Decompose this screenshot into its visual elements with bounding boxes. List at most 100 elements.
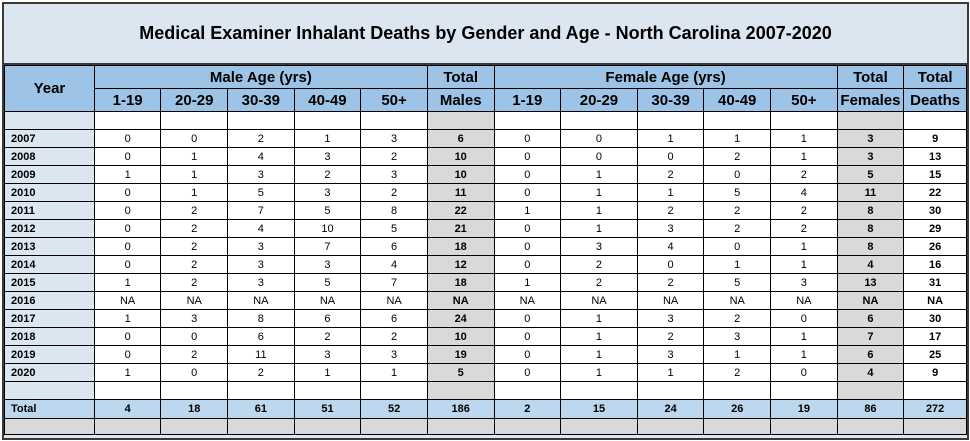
male-value-cell: 7 bbox=[293, 237, 362, 256]
female-value-cell: 1 bbox=[703, 129, 772, 148]
total-females-cell: 11 bbox=[836, 183, 905, 202]
deaths-table: Year Male Age (yrs) Total Female Age (yr… bbox=[4, 65, 967, 435]
female-value-cell: 1 bbox=[770, 327, 838, 346]
total-males-cell: 6 bbox=[426, 129, 495, 148]
total-males-cell: NA bbox=[426, 291, 495, 310]
female-value-cell: 0 bbox=[636, 147, 705, 166]
total-females-cell: 4 bbox=[836, 255, 905, 274]
table-row: 2018 0 0 6 2 2 10 0 1 2 3 1 7 17 bbox=[4, 327, 967, 346]
male-age-col: 50+ bbox=[360, 88, 428, 112]
female-value-cell: 2 bbox=[703, 219, 772, 238]
female-total-cell: 15 bbox=[560, 399, 638, 419]
total-females-cell: 6 bbox=[836, 345, 905, 364]
total-deaths-header-line2: Deaths bbox=[903, 88, 967, 112]
male-value-cell: NA bbox=[360, 291, 428, 310]
male-value-cell: 0 bbox=[93, 327, 162, 346]
total-females-cell: 6 bbox=[836, 309, 905, 328]
female-value-cell: 2 bbox=[636, 273, 705, 292]
total-deaths-cell: 26 bbox=[903, 237, 967, 256]
female-value-cell: 0 bbox=[703, 237, 772, 256]
female-value-cell: 1 bbox=[770, 237, 838, 256]
table-row: 2011 0 2 7 5 8 22 1 1 2 2 2 8 30 bbox=[4, 201, 967, 220]
total-males-cell: 11 bbox=[426, 183, 495, 202]
male-value-cell: 11 bbox=[227, 345, 295, 364]
spacer-row bbox=[4, 111, 967, 130]
total-males-cell: 12 bbox=[426, 255, 495, 274]
male-value-cell: 3 bbox=[227, 165, 295, 184]
female-value-cell: 0 bbox=[493, 345, 562, 364]
male-value-cell: 2 bbox=[160, 273, 229, 292]
year-cell: 2016 bbox=[4, 291, 95, 310]
female-value-cell: 1 bbox=[703, 345, 772, 364]
male-age-col: 20-29 bbox=[160, 88, 229, 112]
footer-cell bbox=[903, 418, 967, 435]
male-value-cell: 3 bbox=[227, 237, 295, 256]
total-deaths-cell: 15 bbox=[903, 165, 967, 184]
table-row: 2015 1 2 3 5 7 18 1 2 2 5 3 13 31 bbox=[4, 273, 967, 292]
male-total-cell: 61 bbox=[227, 399, 295, 419]
male-value-cell: 0 bbox=[93, 147, 162, 166]
male-value-cell: 6 bbox=[293, 309, 362, 328]
spacer-cell bbox=[227, 381, 295, 400]
female-value-cell: 1 bbox=[493, 273, 562, 292]
male-value-cell: 2 bbox=[360, 183, 428, 202]
male-value-cell: 10 bbox=[293, 219, 362, 238]
female-value-cell: 2 bbox=[703, 201, 772, 220]
male-value-cell: 1 bbox=[360, 363, 428, 382]
total-males-cell: 5 bbox=[426, 363, 495, 382]
year-cell: 2014 bbox=[4, 255, 95, 274]
female-value-cell: 1 bbox=[493, 201, 562, 220]
female-value-cell: 2 bbox=[636, 165, 705, 184]
male-age-col: 30-39 bbox=[227, 88, 295, 112]
total-males-cell: 21 bbox=[426, 219, 495, 238]
female-value-cell: 0 bbox=[493, 237, 562, 256]
year-cell: 2013 bbox=[4, 237, 95, 256]
spacer-row bbox=[4, 381, 967, 400]
year-cell: 2009 bbox=[4, 165, 95, 184]
footer-cell bbox=[293, 418, 362, 435]
male-value-cell: 0 bbox=[93, 345, 162, 364]
spacer-cell bbox=[560, 381, 638, 400]
spacer-cell bbox=[293, 381, 362, 400]
male-value-cell: 8 bbox=[360, 201, 428, 220]
female-total-cell: 26 bbox=[703, 399, 772, 419]
female-value-cell: 1 bbox=[770, 255, 838, 274]
male-value-cell: 3 bbox=[293, 183, 362, 202]
table-row: 2020 1 0 2 1 1 5 0 1 1 2 0 4 9 bbox=[4, 363, 967, 382]
total-deaths-cell: 30 bbox=[903, 309, 967, 328]
spacer-cell bbox=[4, 381, 95, 400]
total-females-cell: 8 bbox=[836, 237, 905, 256]
total-deaths-cell: 31 bbox=[903, 273, 967, 292]
table-row: 2017 1 3 8 6 6 24 0 1 3 2 0 6 30 bbox=[4, 309, 967, 328]
female-value-cell: 1 bbox=[770, 345, 838, 364]
grand-total-males-cell: 186 bbox=[426, 399, 495, 419]
total-females-cell: 3 bbox=[836, 147, 905, 166]
grand-total-deaths-cell: 272 bbox=[903, 399, 967, 419]
male-total-cell: 4 bbox=[93, 399, 162, 419]
male-value-cell: 3 bbox=[293, 345, 362, 364]
total-females-cell: NA bbox=[836, 291, 905, 310]
female-value-cell: 2 bbox=[770, 201, 838, 220]
year-cell: 2012 bbox=[4, 219, 95, 238]
male-value-cell: 5 bbox=[293, 201, 362, 220]
footer-cell bbox=[493, 418, 562, 435]
total-females-cell: 5 bbox=[836, 165, 905, 184]
male-value-cell: 2 bbox=[360, 147, 428, 166]
male-value-cell: NA bbox=[227, 291, 295, 310]
male-value-cell: 0 bbox=[93, 201, 162, 220]
female-value-cell: 1 bbox=[560, 183, 638, 202]
female-value-cell: 0 bbox=[493, 219, 562, 238]
total-deaths-header-line1: Total bbox=[903, 65, 967, 89]
total-males-cell: 10 bbox=[426, 327, 495, 346]
spacer-cell bbox=[160, 381, 229, 400]
female-age-col: 20-29 bbox=[560, 88, 638, 112]
table-title: Medical Examiner Inhalant Deaths by Gend… bbox=[4, 4, 967, 65]
total-row: Total 4 18 61 51 52 186 2 15 24 26 19 86 272 bbox=[4, 399, 967, 419]
year-cell: 2008 bbox=[4, 147, 95, 166]
footer-cell bbox=[770, 418, 838, 435]
male-value-cell: 2 bbox=[227, 363, 295, 382]
footer-cell bbox=[560, 418, 638, 435]
total-deaths-cell: 30 bbox=[903, 201, 967, 220]
female-value-cell: 3 bbox=[560, 237, 638, 256]
female-value-cell: NA bbox=[636, 291, 705, 310]
